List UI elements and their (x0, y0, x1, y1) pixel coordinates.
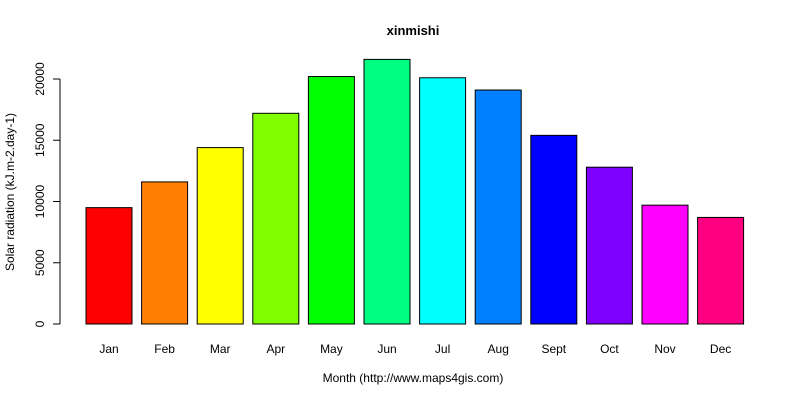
x-tick-label: Feb (154, 342, 175, 356)
x-tick-label: Nov (654, 342, 675, 356)
x-axis-label: Month (http://www.maps4gis.com) (323, 371, 504, 385)
bar-may (307, 76, 355, 325)
bars-group (85, 58, 745, 325)
bar-feb (141, 181, 189, 325)
x-tick-label: May (320, 342, 343, 356)
y-axis-ticks: 0 5000 10000 15000 20000 (33, 62, 60, 327)
bar-dec (697, 216, 745, 325)
x-axis-tick-labels: Jan Feb Mar Apr May Jun Jul Aug Sept Oct Nov Dec (99, 342, 731, 356)
bar-mar (196, 147, 244, 325)
y-tick-label: 0 (33, 320, 47, 327)
bar-jul (419, 77, 467, 325)
x-tick-label: Jun (377, 342, 396, 356)
y-tick-label: 15000 (33, 123, 47, 157)
bar-jun (363, 58, 411, 325)
y-tick-label: 20000 (33, 62, 47, 96)
x-tick-label: Jul (435, 342, 450, 356)
bar-aug (474, 89, 522, 325)
y-tick-label: 10000 (33, 184, 47, 218)
x-tick-label: Sept (541, 342, 566, 356)
bar-nov (641, 204, 689, 325)
y-tick-label: 5000 (33, 249, 47, 276)
chart-title: xinmishi (387, 23, 440, 38)
y-axis-label: Solar radiation (kJ.m-2.day-1) (3, 113, 17, 271)
x-tick-label: Aug (488, 342, 509, 356)
x-tick-label: Dec (710, 342, 731, 356)
x-tick-label: Jan (99, 342, 118, 356)
bar-oct (585, 166, 633, 325)
x-tick-label: Oct (600, 342, 619, 356)
x-tick-label: Mar (210, 342, 231, 356)
bar-jan (85, 207, 133, 325)
x-tick-label: Apr (266, 342, 285, 356)
bar-sept (530, 134, 578, 325)
bar-apr (252, 112, 300, 325)
